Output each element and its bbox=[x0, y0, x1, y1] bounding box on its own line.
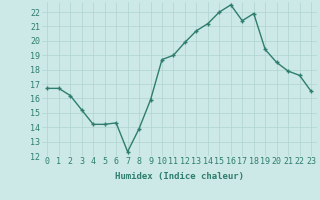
X-axis label: Humidex (Indice chaleur): Humidex (Indice chaleur) bbox=[115, 172, 244, 181]
